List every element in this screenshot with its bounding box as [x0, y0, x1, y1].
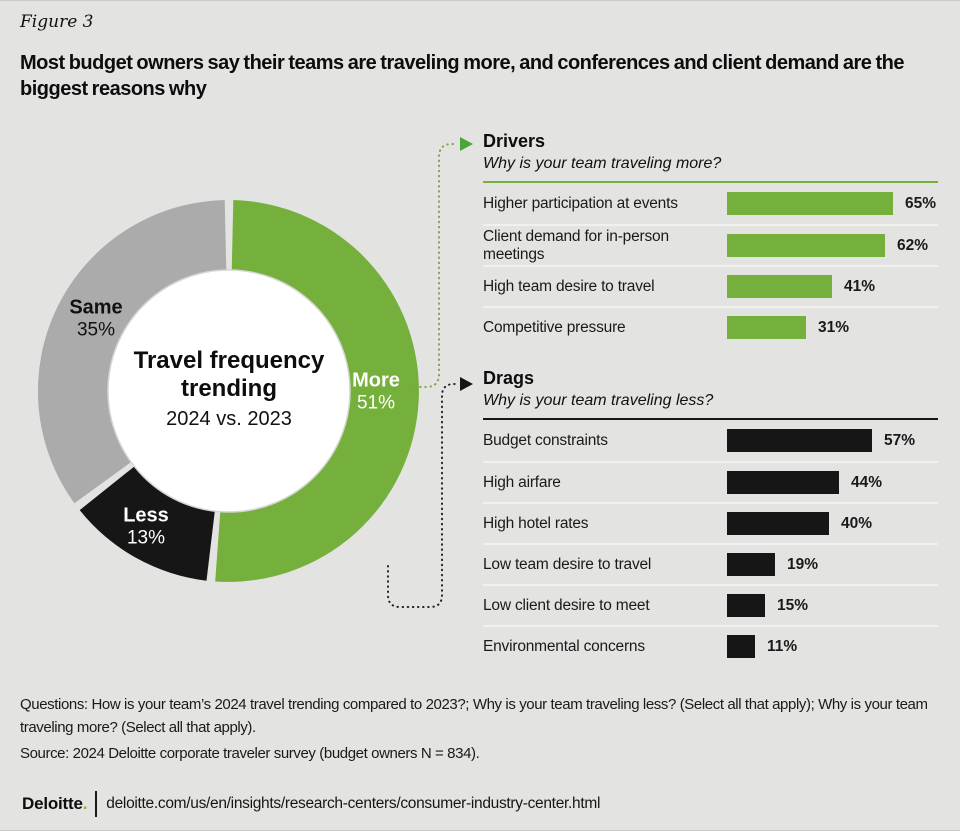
drags-title: Drags [483, 368, 535, 388]
bar-value: 19% [787, 555, 819, 573]
donut-label-less: Less 13% [123, 504, 169, 551]
bar-row: Low client desire to meet 15% [483, 584, 938, 625]
bar-label: Client demand for in-person meetings [483, 228, 669, 263]
donut-segment-same [37, 200, 227, 504]
donut-segment-more [215, 200, 419, 582]
bar-value: 15% [777, 596, 809, 614]
segment-value: 51% [356, 392, 396, 414]
bar-label: High airfare [483, 473, 561, 491]
donut-svg [37, 200, 419, 582]
bar [727, 316, 806, 339]
questions-note: Questions: How is your team’s 2024 trave… [20, 696, 928, 737]
drags-bar-list: Budget constraints 57% High airfare 44% High… [483, 420, 938, 666]
donut-center-text: Travel frequency trending 2024 vs. 2023 [111, 347, 347, 431]
segment-value: 35% [76, 319, 116, 341]
bar-row: Higher participation at events 65% [483, 183, 938, 224]
bar-label: Higher participation at events [483, 194, 678, 212]
bar-value: 31% [818, 318, 850, 336]
donut-title: Travel frequency trending [133, 347, 325, 403]
segment-name: Same [69, 296, 123, 319]
bar-label: High hotel rates [483, 514, 589, 532]
bar-value: 62% [897, 236, 929, 254]
drivers-connector-line [409, 143, 458, 388]
bar [727, 429, 872, 452]
bar-row: Competitive pressure 31% [483, 306, 938, 347]
bar-label: Budget constraints [483, 431, 608, 449]
deloitte-logo: Deloitte. [22, 794, 87, 814]
donut-hole [107, 269, 351, 513]
drags-rule [483, 418, 938, 420]
drags-connector-line [387, 383, 458, 608]
drivers-question: Why is your team traveling more? [483, 155, 722, 172]
bar [727, 553, 775, 576]
bar-label: Competitive pressure [483, 318, 626, 336]
drags-section: Drags Why is your team traveling less? B… [483, 369, 938, 666]
bar-value: 65% [905, 194, 937, 212]
bar-label: Low team desire to travel [483, 555, 652, 573]
bar-label: Low client desire to meet [483, 596, 650, 614]
figure-title: Most budget owners say their teams are t… [20, 52, 904, 101]
bar-row: Budget constraints 57% [483, 420, 938, 461]
bar-value: 40% [841, 514, 873, 532]
bar-row: Low team desire to travel 19% [483, 543, 938, 584]
bar-label: High team desire to travel [483, 277, 655, 295]
deloitte-wordmark: Deloitte [22, 794, 83, 813]
footer-divider [95, 791, 98, 817]
donut-segment-less [79, 462, 216, 581]
drivers-rule [483, 181, 938, 183]
bar-value: 11% [767, 637, 798, 655]
donut-label-more: More 51% [352, 369, 400, 416]
bar [727, 594, 765, 617]
bar [727, 234, 885, 257]
bar-value: 41% [844, 277, 876, 295]
bar-row: Environmental concerns 11% [483, 625, 938, 666]
bar-row: High team desire to travel 41% [483, 265, 938, 306]
bar-row: Client demand for in-person meetings 62% [483, 224, 938, 265]
source-note: Source: 2024 Deloitte corporate traveler… [20, 745, 480, 762]
segment-name: More [352, 369, 400, 392]
bar [727, 471, 839, 494]
donut-chart: Same 35% More 51% Less 13% Travel freque… [37, 200, 420, 582]
connector-lines [387, 137, 473, 608]
drivers-title: Drivers [483, 131, 546, 151]
bar [727, 635, 755, 658]
donut-label-same: Same 35% [69, 296, 122, 343]
footer-url[interactable]: deloitte.com/us/en/insights/research-cen… [106, 795, 601, 812]
segment-value: 13% [126, 527, 166, 549]
bar [727, 275, 832, 298]
bar-row: High airfare 44% [483, 461, 938, 502]
drags-arrow-icon [460, 377, 473, 391]
bar [727, 192, 893, 215]
drags-question: Why is your team traveling less? [483, 392, 714, 409]
bar-value: 44% [851, 473, 883, 491]
bar-row: High hotel rates 40% [483, 502, 938, 543]
deloitte-green-dot: . [82, 794, 88, 813]
bar-value: 57% [884, 431, 916, 449]
figure-label: Figure 3 [20, 12, 94, 32]
bar [727, 512, 829, 535]
bar-label: Environmental concerns [483, 637, 645, 655]
drivers-bar-list: Higher participation at events 65% Client … [483, 183, 938, 347]
drivers-section: Drivers Why is your team traveling more?… [483, 132, 938, 347]
drivers-arrow-icon [460, 137, 473, 151]
footer-brand-row: Deloitte. deloitte.com/us/en/insights/re… [22, 789, 600, 819]
donut-subtitle: 2024 vs. 2023 [166, 407, 292, 430]
segment-name: Less [123, 504, 169, 527]
